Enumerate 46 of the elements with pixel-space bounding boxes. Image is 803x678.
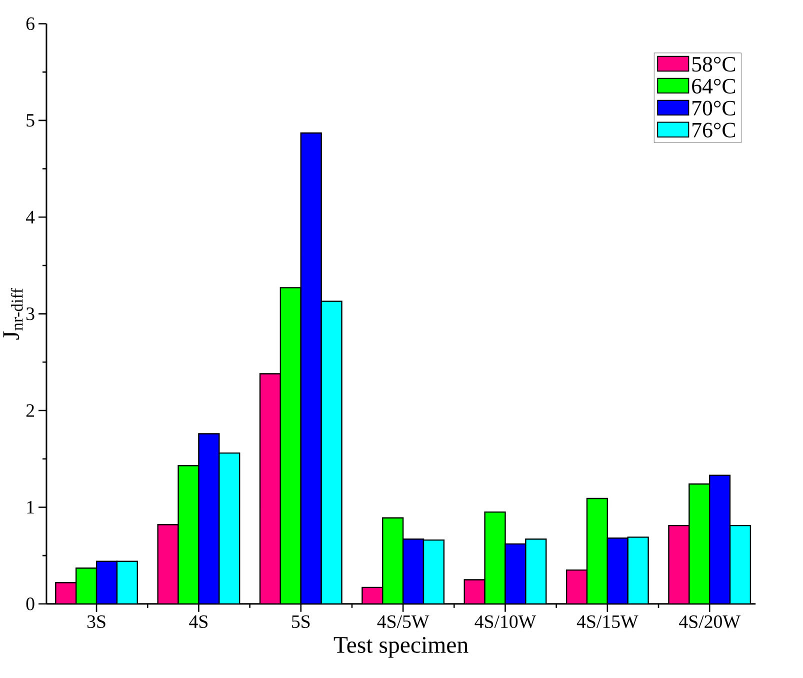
- bar: [586, 498, 608, 604]
- bar: [403, 538, 424, 604]
- bar: [628, 537, 648, 604]
- x-tick-label: 4S/5W: [377, 615, 430, 628]
- y-tick-label: 3: [26, 307, 34, 320]
- bar: [424, 540, 444, 604]
- bar: [300, 132, 322, 604]
- bar: [56, 582, 76, 604]
- bar: [76, 568, 97, 604]
- x-axis-title: Test specimen: [334, 636, 468, 658]
- x-tick-label: 4S/15W: [576, 615, 638, 628]
- legend-label: 70°C: [692, 100, 736, 116]
- bar: [668, 524, 690, 604]
- y-tick-label: 0: [26, 597, 34, 610]
- bar: [709, 474, 731, 604]
- y-tick-label: 1: [27, 500, 34, 514]
- bar: [158, 524, 178, 604]
- bar: [198, 434, 220, 604]
- y-axis-title: J$_{nr-diff}$: [3, 288, 23, 340]
- bar: [96, 561, 117, 604]
- y-tick-label: 2: [26, 404, 34, 417]
- bar: [116, 561, 138, 604]
- bar: [219, 452, 240, 604]
- bar: [280, 288, 301, 604]
- bar: [382, 518, 404, 604]
- legend-label: 76°C: [692, 122, 736, 138]
- y-tick-label: 5: [26, 114, 34, 127]
- bar: [321, 301, 342, 604]
- x-tick-label: 5S: [292, 615, 310, 628]
- x-tick-label: 4S/20W: [679, 615, 740, 628]
- bar: [505, 544, 526, 604]
- y-tick-label: 6: [26, 17, 34, 30]
- bar: [484, 512, 506, 604]
- bar: [729, 524, 752, 604]
- bar: [178, 465, 199, 604]
- legend-label: 58°C: [692, 56, 736, 72]
- x-tick-label: 4S: [189, 615, 208, 628]
- x-tick-label: 3S: [87, 615, 106, 628]
- bar: [607, 538, 628, 604]
- y-tick-label: 4: [26, 210, 35, 224]
- bar: [688, 483, 710, 604]
- x-tick-label: 4S/10W: [474, 615, 536, 628]
- bar: [526, 538, 546, 604]
- legend-label: 64°C: [692, 78, 736, 94]
- bar: [260, 374, 280, 604]
- bar: [566, 570, 587, 604]
